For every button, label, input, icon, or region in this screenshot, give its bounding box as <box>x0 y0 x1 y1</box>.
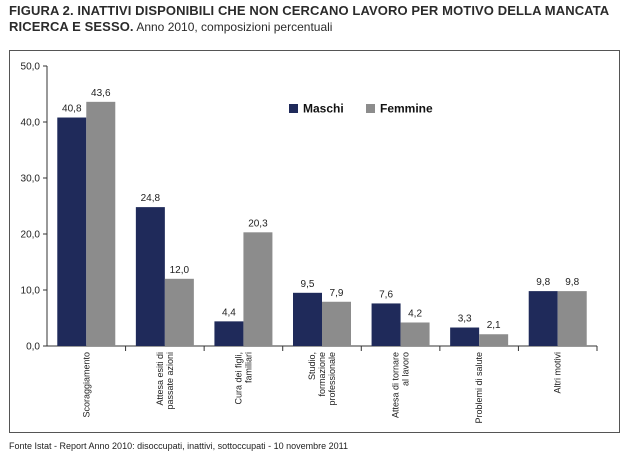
y-tick-label: 40,0 <box>21 118 41 129</box>
bar-femmine <box>243 232 273 346</box>
bar-maschi <box>293 292 322 346</box>
bar-maschi <box>135 207 165 346</box>
bar-femmine <box>479 334 509 346</box>
category-label: familiari <box>243 352 253 383</box>
data-label-femmine: 20,3 <box>248 218 268 229</box>
legend-label-maschi: Maschi <box>303 102 344 116</box>
category-label: formazione <box>317 352 327 397</box>
source-note: Fonte Istat - Report Anno 2010: disoccup… <box>9 441 349 451</box>
data-label-maschi: 3,3 <box>458 314 472 325</box>
category-label: Problemi di salute <box>474 352 484 424</box>
chart-title-subtitle: Anno 2010, composizioni percentuali <box>133 20 333 34</box>
category-label: professionale <box>327 352 337 406</box>
data-label-femmine: 2,1 <box>487 320 501 331</box>
chart-frame <box>9 50 620 433</box>
data-label-femmine: 43,6 <box>91 88 111 99</box>
category-label: Attesa esiti di <box>155 352 165 406</box>
data-label-maschi: 7,6 <box>379 289 393 300</box>
bar-maschi <box>450 327 480 346</box>
bar-maschi <box>57 117 87 347</box>
bar-femmine <box>400 322 430 346</box>
category-label: Studio, <box>307 352 317 380</box>
bar-femmine <box>557 291 587 346</box>
category-label: Scoraggiamento <box>81 352 91 418</box>
category-label: Cura dei figli, <box>233 352 243 405</box>
bar-maschi <box>371 303 401 346</box>
category-label: Attesa di tornare <box>391 352 401 418</box>
data-label-maschi: 24,8 <box>141 193 161 204</box>
y-tick-label: 0,0 <box>26 342 40 353</box>
legend-label-femmine: Femmine <box>380 102 433 116</box>
data-label-femmine: 7,9 <box>330 288 344 299</box>
data-label-femmine: 9,8 <box>565 277 579 288</box>
data-label-maschi: 9,8 <box>536 277 550 288</box>
y-tick-label: 10,0 <box>21 286 41 297</box>
data-label-maschi: 40,8 <box>62 104 82 115</box>
y-tick-label: 30,0 <box>21 174 41 185</box>
bar-maschi <box>528 291 558 346</box>
bar-femmine <box>86 101 116 346</box>
y-tick-label: 20,0 <box>21 230 41 241</box>
bar-femmine <box>322 301 351 346</box>
legend-swatch-maschi <box>289 104 298 113</box>
bar-chart: 0,0 10,0 20,0 30,0 40,0 50,0 40,8 24,8 4,4 9,5 7,6… <box>21 62 598 424</box>
legend-swatch-femmine <box>366 104 375 113</box>
data-label-maschi: 9,5 <box>301 279 315 290</box>
data-label-maschi: 4,4 <box>222 307 236 318</box>
category-label: al lavoro <box>401 352 411 386</box>
data-label-femmine: 12,0 <box>170 265 190 276</box>
y-tick-label: 50,0 <box>21 62 41 73</box>
bar-femmine <box>164 278 194 346</box>
category-label: passate azioni <box>165 352 175 410</box>
chart-title-main: FIGURA 2. INATTIVI DISPONIBILI CHE NON C… <box>9 3 609 34</box>
chart-title: FIGURA 2. INATTIVI DISPONIBILI CHE NON C… <box>9 3 624 35</box>
data-label-femmine: 4,2 <box>408 308 422 319</box>
category-label: Altri motivi <box>553 352 563 394</box>
bar-maschi <box>214 321 244 346</box>
